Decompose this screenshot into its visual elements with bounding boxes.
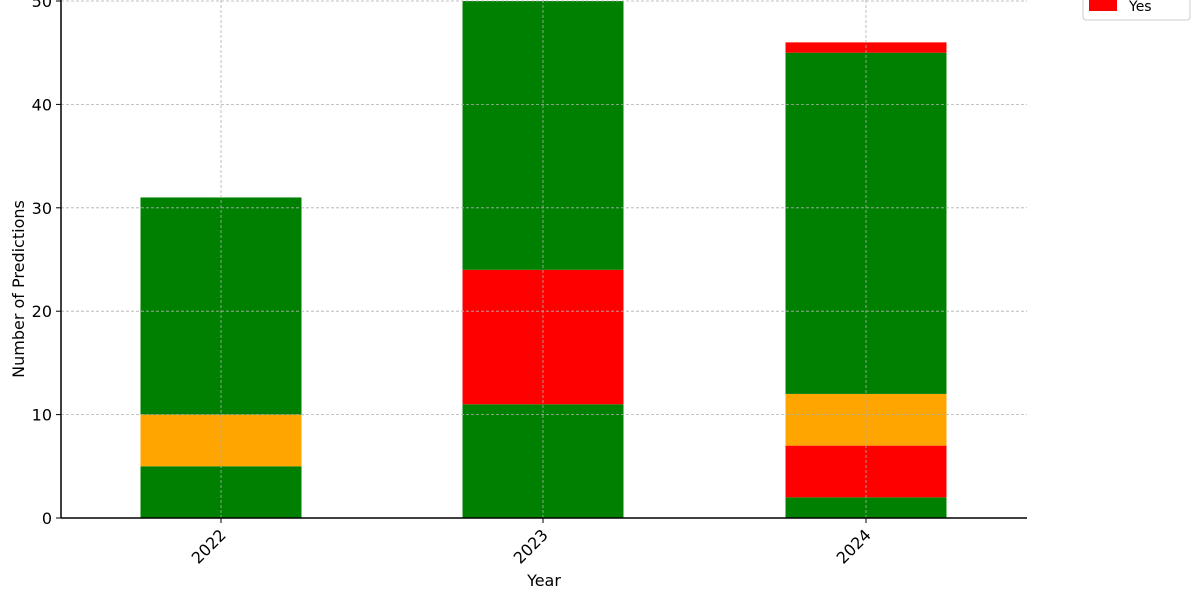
legend: Yes [1082,0,1191,21]
y-ticks: 0 10 20 30 40 50 [32,0,61,528]
y-tick-label-30: 30 [32,199,52,218]
y-tick-label-10: 10 [32,406,52,425]
y-tick-label-40: 40 [32,95,52,114]
x-tick-label-2024: 2024 [833,525,875,567]
x-axis-label: Year [526,571,561,590]
y-tick-label-50: 50 [32,0,52,11]
y-tick-label-20: 20 [32,302,52,321]
x-ticks: 2022 2023 2024 [188,518,875,568]
x-tick-label-2023: 2023 [510,525,552,567]
y-tick-label-0: 0 [42,509,52,528]
legend-label-yes: Yes [1128,0,1152,15]
bars [140,1,947,518]
legend-swatch-yes [1089,0,1117,11]
grid-lines [61,0,1027,518]
y-axis-label: Number of Predictions [9,200,28,378]
x-tick-label-2022: 2022 [188,525,230,567]
